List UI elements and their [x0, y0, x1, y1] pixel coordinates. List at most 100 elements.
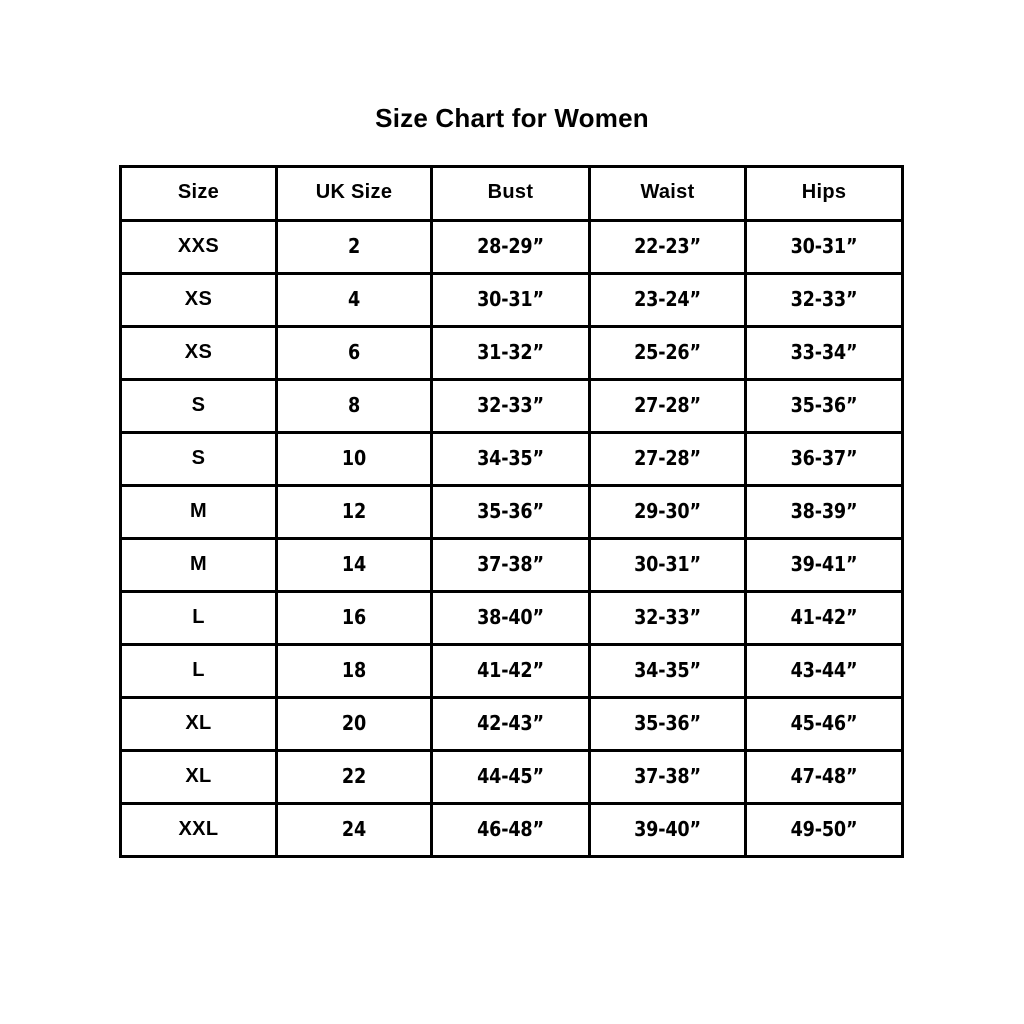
cell-uk-size: 20: [275, 696, 433, 752]
cell-waist-value: 22-23”: [634, 234, 701, 258]
cell-hips-value: 36-37”: [790, 446, 858, 470]
cell-uk-size-value: 6: [347, 340, 361, 364]
column-header-size-label: Size: [177, 181, 220, 203]
cell-hips: 36-37”: [744, 431, 904, 487]
table-header: Size UK Size Bust Waist Hips: [119, 165, 904, 222]
cell-bust: 38-40”: [430, 590, 591, 646]
cell-uk-size: 18: [275, 643, 433, 699]
cell-waist: 30-31”: [588, 537, 747, 593]
cell-waist: 37-38”: [588, 749, 747, 805]
cell-size: S: [119, 378, 278, 434]
cell-size-value: XS: [184, 288, 213, 310]
column-header-size: Size: [119, 165, 278, 222]
table-row: XL 20 42-43” 35-36” 45-46”: [119, 696, 904, 752]
cell-hips: 38-39”: [744, 484, 904, 540]
cell-hips-value: 32-33”: [790, 287, 858, 311]
cell-waist-value: 23-24”: [634, 287, 701, 311]
cell-bust: 35-36”: [430, 484, 591, 540]
cell-hips-value: 30-31”: [790, 234, 858, 258]
column-header-uk-size: UK Size: [275, 165, 433, 222]
cell-hips-value: 43-44”: [790, 658, 858, 682]
cell-bust-value: 30-31”: [477, 287, 544, 311]
column-header-hips: Hips: [744, 165, 904, 222]
cell-uk-size-value: 22: [341, 764, 367, 788]
cell-hips-value: 33-34”: [790, 340, 858, 364]
cell-size: XL: [119, 696, 278, 752]
table-row: L 18 41-42” 34-35” 43-44”: [119, 643, 904, 699]
table-row: S 8 32-33” 27-28” 35-36”: [119, 378, 904, 434]
cell-waist-value: 29-30”: [634, 499, 701, 523]
cell-waist-value: 27-28”: [634, 393, 701, 417]
table-row: M 12 35-36” 29-30” 38-39”: [119, 484, 904, 540]
cell-waist-value: 30-31”: [634, 552, 701, 576]
cell-uk-size-value: 2: [347, 234, 361, 258]
cell-uk-size-value: 20: [341, 711, 367, 735]
cell-bust-value: 32-33”: [477, 393, 544, 417]
cell-size-value: S: [191, 447, 206, 469]
cell-hips: 39-41”: [744, 537, 904, 593]
table-row: XXL 24 46-48” 39-40” 49-50”: [119, 802, 904, 858]
cell-size: XS: [119, 325, 278, 381]
cell-hips: 41-42”: [744, 590, 904, 646]
size-chart-table: Size UK Size Bust Waist Hips XXS 2: [119, 165, 904, 858]
cell-bust: 30-31”: [430, 272, 591, 328]
cell-bust: 41-42”: [430, 643, 591, 699]
cell-waist: 23-24”: [588, 272, 747, 328]
cell-bust-value: 31-32”: [477, 340, 544, 364]
cell-size: M: [119, 484, 278, 540]
cell-size: L: [119, 590, 278, 646]
cell-waist: 27-28”: [588, 431, 747, 487]
cell-hips: 45-46”: [744, 696, 904, 752]
table-row: L 16 38-40” 32-33” 41-42”: [119, 590, 904, 646]
column-header-uk-size-label: UK Size: [315, 181, 393, 203]
cell-hips: 43-44”: [744, 643, 904, 699]
cell-bust: 44-45”: [430, 749, 591, 805]
cell-bust-value: 44-45”: [477, 764, 544, 788]
cell-size-value: L: [192, 606, 205, 628]
cell-bust-value: 37-38”: [477, 552, 544, 576]
cell-hips: 32-33”: [744, 272, 904, 328]
cell-hips-value: 45-46”: [790, 711, 858, 735]
cell-waist: 34-35”: [588, 643, 747, 699]
table-body: XXS 2 28-29” 22-23” 30-31” XS 4 30-31” 2…: [119, 219, 904, 858]
cell-size-value: M: [189, 500, 208, 522]
cell-uk-size-value: 18: [341, 658, 367, 682]
cell-waist: 22-23”: [588, 219, 747, 275]
cell-uk-size: 24: [275, 802, 433, 858]
cell-uk-size: 22: [275, 749, 433, 805]
table-row: M 14 37-38” 30-31” 39-41”: [119, 537, 904, 593]
cell-size-value: XXS: [177, 235, 220, 257]
cell-waist: 32-33”: [588, 590, 747, 646]
cell-uk-size: 6: [275, 325, 433, 381]
size-chart-table-container: Size UK Size Bust Waist Hips XXS 2: [119, 165, 904, 899]
cell-size: XXS: [119, 219, 278, 275]
cell-hips: 49-50”: [744, 802, 904, 858]
cell-size-value: L: [192, 659, 205, 681]
cell-waist: 25-26”: [588, 325, 747, 381]
cell-hips-value: 39-41”: [790, 552, 858, 576]
cell-waist: 39-40”: [588, 802, 747, 858]
cell-bust-value: 42-43”: [477, 711, 544, 735]
cell-bust-value: 34-35”: [477, 446, 544, 470]
page-title: Size Chart for Women: [375, 103, 649, 133]
cell-bust-value: 28-29”: [477, 234, 544, 258]
cell-uk-size: 8: [275, 378, 433, 434]
cell-size: S: [119, 431, 278, 487]
cell-waist-value: 25-26”: [634, 340, 701, 364]
cell-waist: 29-30”: [588, 484, 747, 540]
cell-uk-size-value: 16: [341, 605, 367, 629]
table-row: XS 6 31-32” 25-26” 33-34”: [119, 325, 904, 381]
cell-uk-size-value: 8: [347, 393, 361, 417]
cell-waist: 35-36”: [588, 696, 747, 752]
cell-hips: 35-36”: [744, 378, 904, 434]
cell-waist-value: 34-35”: [634, 658, 701, 682]
cell-uk-size: 12: [275, 484, 433, 540]
table-row: XL 22 44-45” 37-38” 47-48”: [119, 749, 904, 805]
cell-bust: 32-33”: [430, 378, 591, 434]
cell-bust-value: 35-36”: [477, 499, 544, 523]
cell-bust-value: 46-48”: [477, 817, 544, 841]
cell-waist: 27-28”: [588, 378, 747, 434]
column-header-waist: Waist: [588, 165, 747, 222]
cell-uk-size-value: 24: [341, 817, 367, 841]
